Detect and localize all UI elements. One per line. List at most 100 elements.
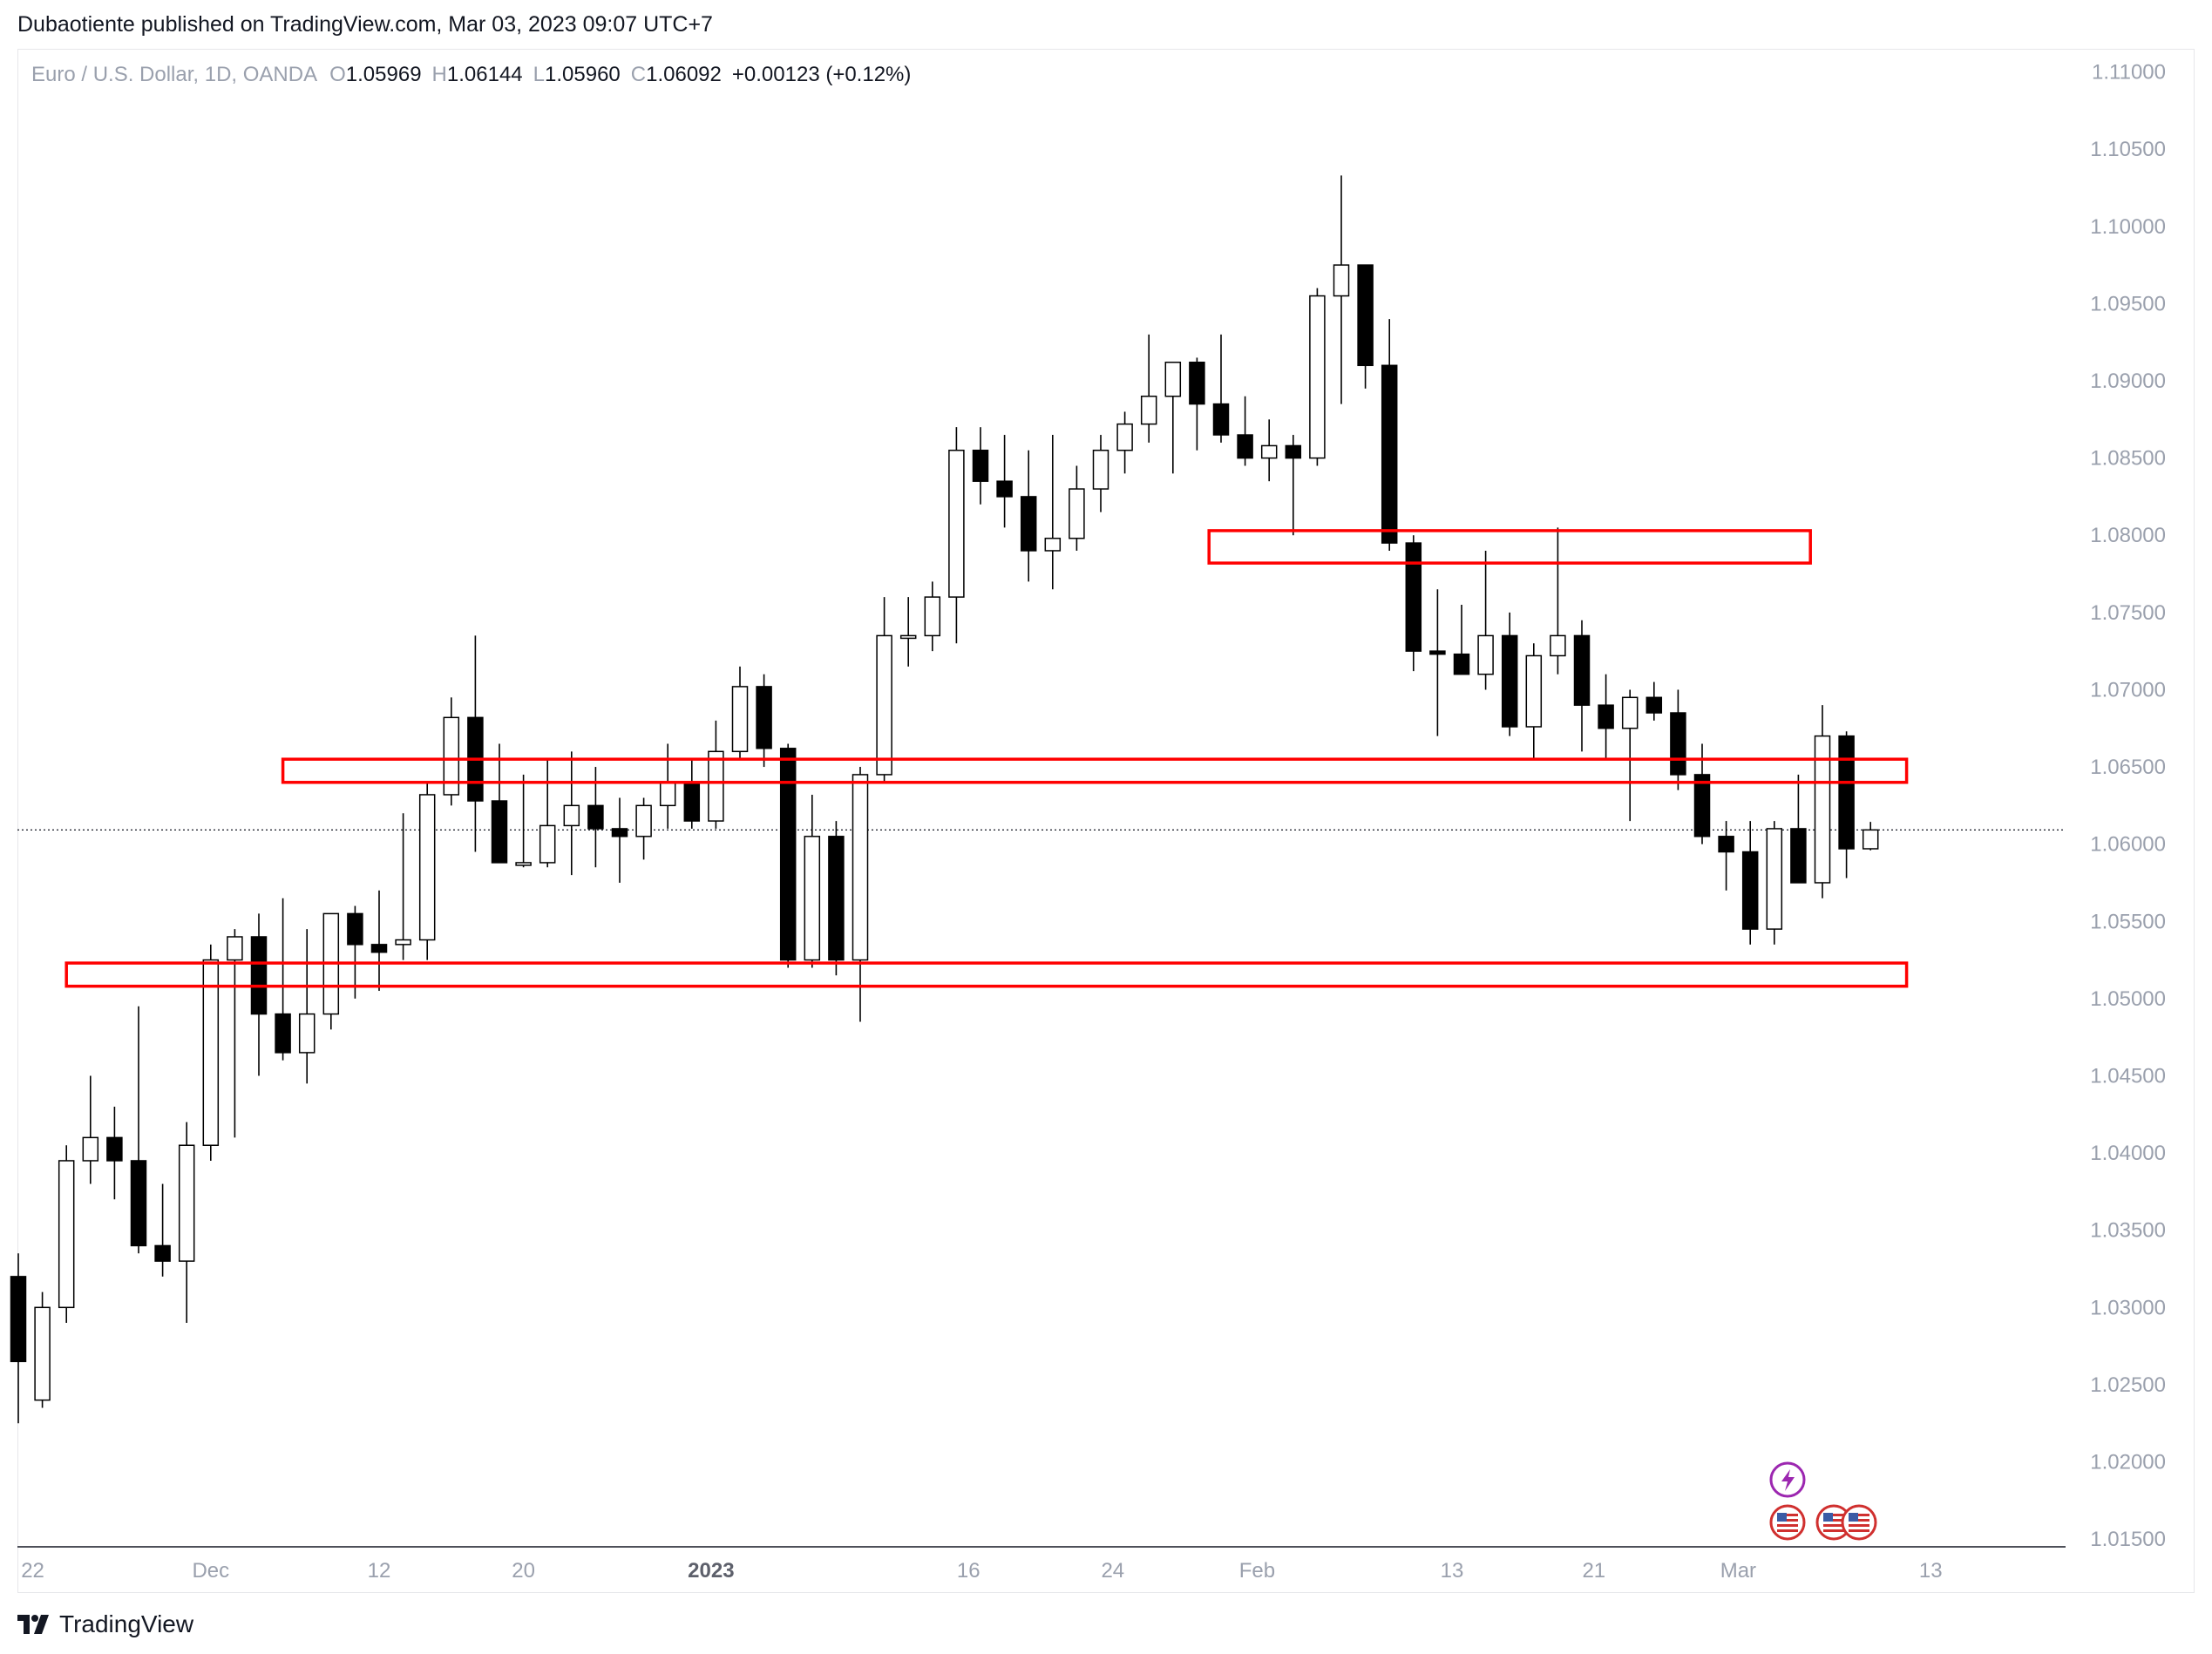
y-tick-label: 1.06000 — [2090, 833, 2166, 857]
candle — [635, 797, 652, 860]
candle — [1718, 821, 1734, 891]
candle — [756, 674, 772, 768]
candle-body-down — [370, 944, 388, 953]
candle — [275, 898, 291, 1061]
candle-body-up — [227, 936, 243, 961]
candle-body-up — [395, 939, 411, 946]
candle-body-up — [899, 634, 917, 640]
candle-body-down — [972, 450, 989, 482]
candle — [1453, 604, 1470, 675]
candle-body-down — [1453, 653, 1470, 675]
candle — [1092, 435, 1109, 512]
candle-body-down — [275, 1013, 291, 1054]
candle — [1550, 527, 1566, 674]
chart-frame — [17, 49, 2195, 1593]
candle — [683, 759, 701, 829]
candle — [731, 666, 749, 760]
candle — [250, 913, 268, 1076]
high-value: 1.06144 — [446, 63, 523, 86]
candle-body-up — [804, 836, 821, 961]
candle — [418, 782, 436, 960]
candle-body-up — [948, 450, 965, 598]
candle-body-up — [708, 750, 724, 822]
candle-body-up — [659, 782, 676, 807]
y-tick-label: 1.01500 — [2090, 1528, 2166, 1551]
candle — [708, 720, 724, 829]
candle-body-up — [82, 1136, 99, 1162]
candle — [106, 1106, 123, 1200]
candle — [202, 944, 220, 1161]
candle-body-up — [731, 686, 749, 753]
y-tick-label: 1.09500 — [2090, 292, 2166, 315]
brand-name: TradingView — [59, 1610, 194, 1637]
candle — [130, 1006, 147, 1254]
candle — [1621, 689, 1639, 822]
candle — [1164, 361, 1182, 474]
candle-body-down — [828, 836, 845, 961]
x-tick-label: Mar — [1720, 1559, 1756, 1583]
candle-body-down — [1741, 851, 1759, 930]
candle — [178, 1122, 195, 1324]
candle — [34, 1291, 51, 1408]
open-label: O — [329, 63, 346, 86]
x-tick-label: 21 — [1582, 1559, 1605, 1583]
candle — [1741, 821, 1759, 945]
y-tick-label: 1.05500 — [2090, 910, 2166, 933]
candle — [515, 774, 532, 868]
candle-body-down — [491, 800, 508, 864]
candle-body-down — [1212, 403, 1230, 436]
candle — [1501, 612, 1518, 736]
candle — [828, 821, 845, 976]
candle-body-up — [1766, 828, 1783, 930]
candle — [1405, 535, 1422, 672]
us-flag-icon — [1841, 1504, 1877, 1541]
y-tick-label: 1.03500 — [2090, 1219, 2166, 1243]
candle — [347, 905, 363, 999]
candle-body-down — [1598, 704, 1614, 729]
x-tick-label: 2023 — [688, 1559, 734, 1583]
candle-body-down — [1357, 264, 1374, 367]
y-tick-label: 1.05000 — [2090, 987, 2166, 1011]
candle-body-up — [563, 804, 580, 827]
tick-labels-layer: 1.11000 1.10500 1.10000 1.09500 1.09000 1.085… — [21, 61, 2166, 1583]
y-tick-label: 1.10000 — [2090, 215, 2166, 239]
candle-body-down — [996, 480, 1013, 498]
candle-body-down — [106, 1136, 123, 1162]
candle-body-up — [1621, 696, 1639, 729]
candle — [1814, 705, 1831, 898]
candle-body-down — [587, 804, 604, 830]
candle — [395, 813, 411, 960]
candle-body-down — [250, 936, 268, 1015]
candle-body-down — [10, 1276, 27, 1363]
tradingview-brand[interactable]: TradingView — [17, 1610, 193, 1638]
change-value: +0.00123 (+0.12%) — [731, 63, 912, 86]
us-flag-icon — [1815, 1504, 1852, 1541]
candle — [1645, 681, 1663, 721]
candle — [154, 1183, 171, 1277]
y-tick-label: 1.02500 — [2090, 1373, 2166, 1397]
event-icons-layer — [1769, 1461, 1877, 1541]
candle — [539, 759, 556, 868]
zone-rectangle — [281, 757, 1909, 784]
candle-body-up — [876, 634, 892, 776]
candle-body-up — [1260, 444, 1278, 459]
candle — [1766, 821, 1783, 945]
candle-body-up — [1862, 829, 1879, 850]
symbol-label: Euro / U.S. Dollar, 1D, OANDA — [31, 63, 318, 86]
candle-body-down — [1237, 434, 1253, 459]
candle — [563, 751, 580, 876]
open-value: 1.05969 — [345, 63, 422, 86]
candle — [1069, 465, 1085, 551]
x-tick-label: 13 — [1441, 1559, 1464, 1583]
zone-rectangle — [64, 961, 1909, 988]
y-tick-label: 1.10500 — [2090, 138, 2166, 161]
candle-body-up — [443, 716, 460, 796]
y-tick-label: 1.04000 — [2090, 1142, 2166, 1165]
candle-body-down — [1790, 828, 1807, 884]
candle — [1862, 822, 1879, 851]
close-label: C — [630, 63, 647, 86]
candle — [82, 1075, 99, 1184]
candle — [1212, 334, 1230, 443]
candle — [227, 929, 243, 1138]
